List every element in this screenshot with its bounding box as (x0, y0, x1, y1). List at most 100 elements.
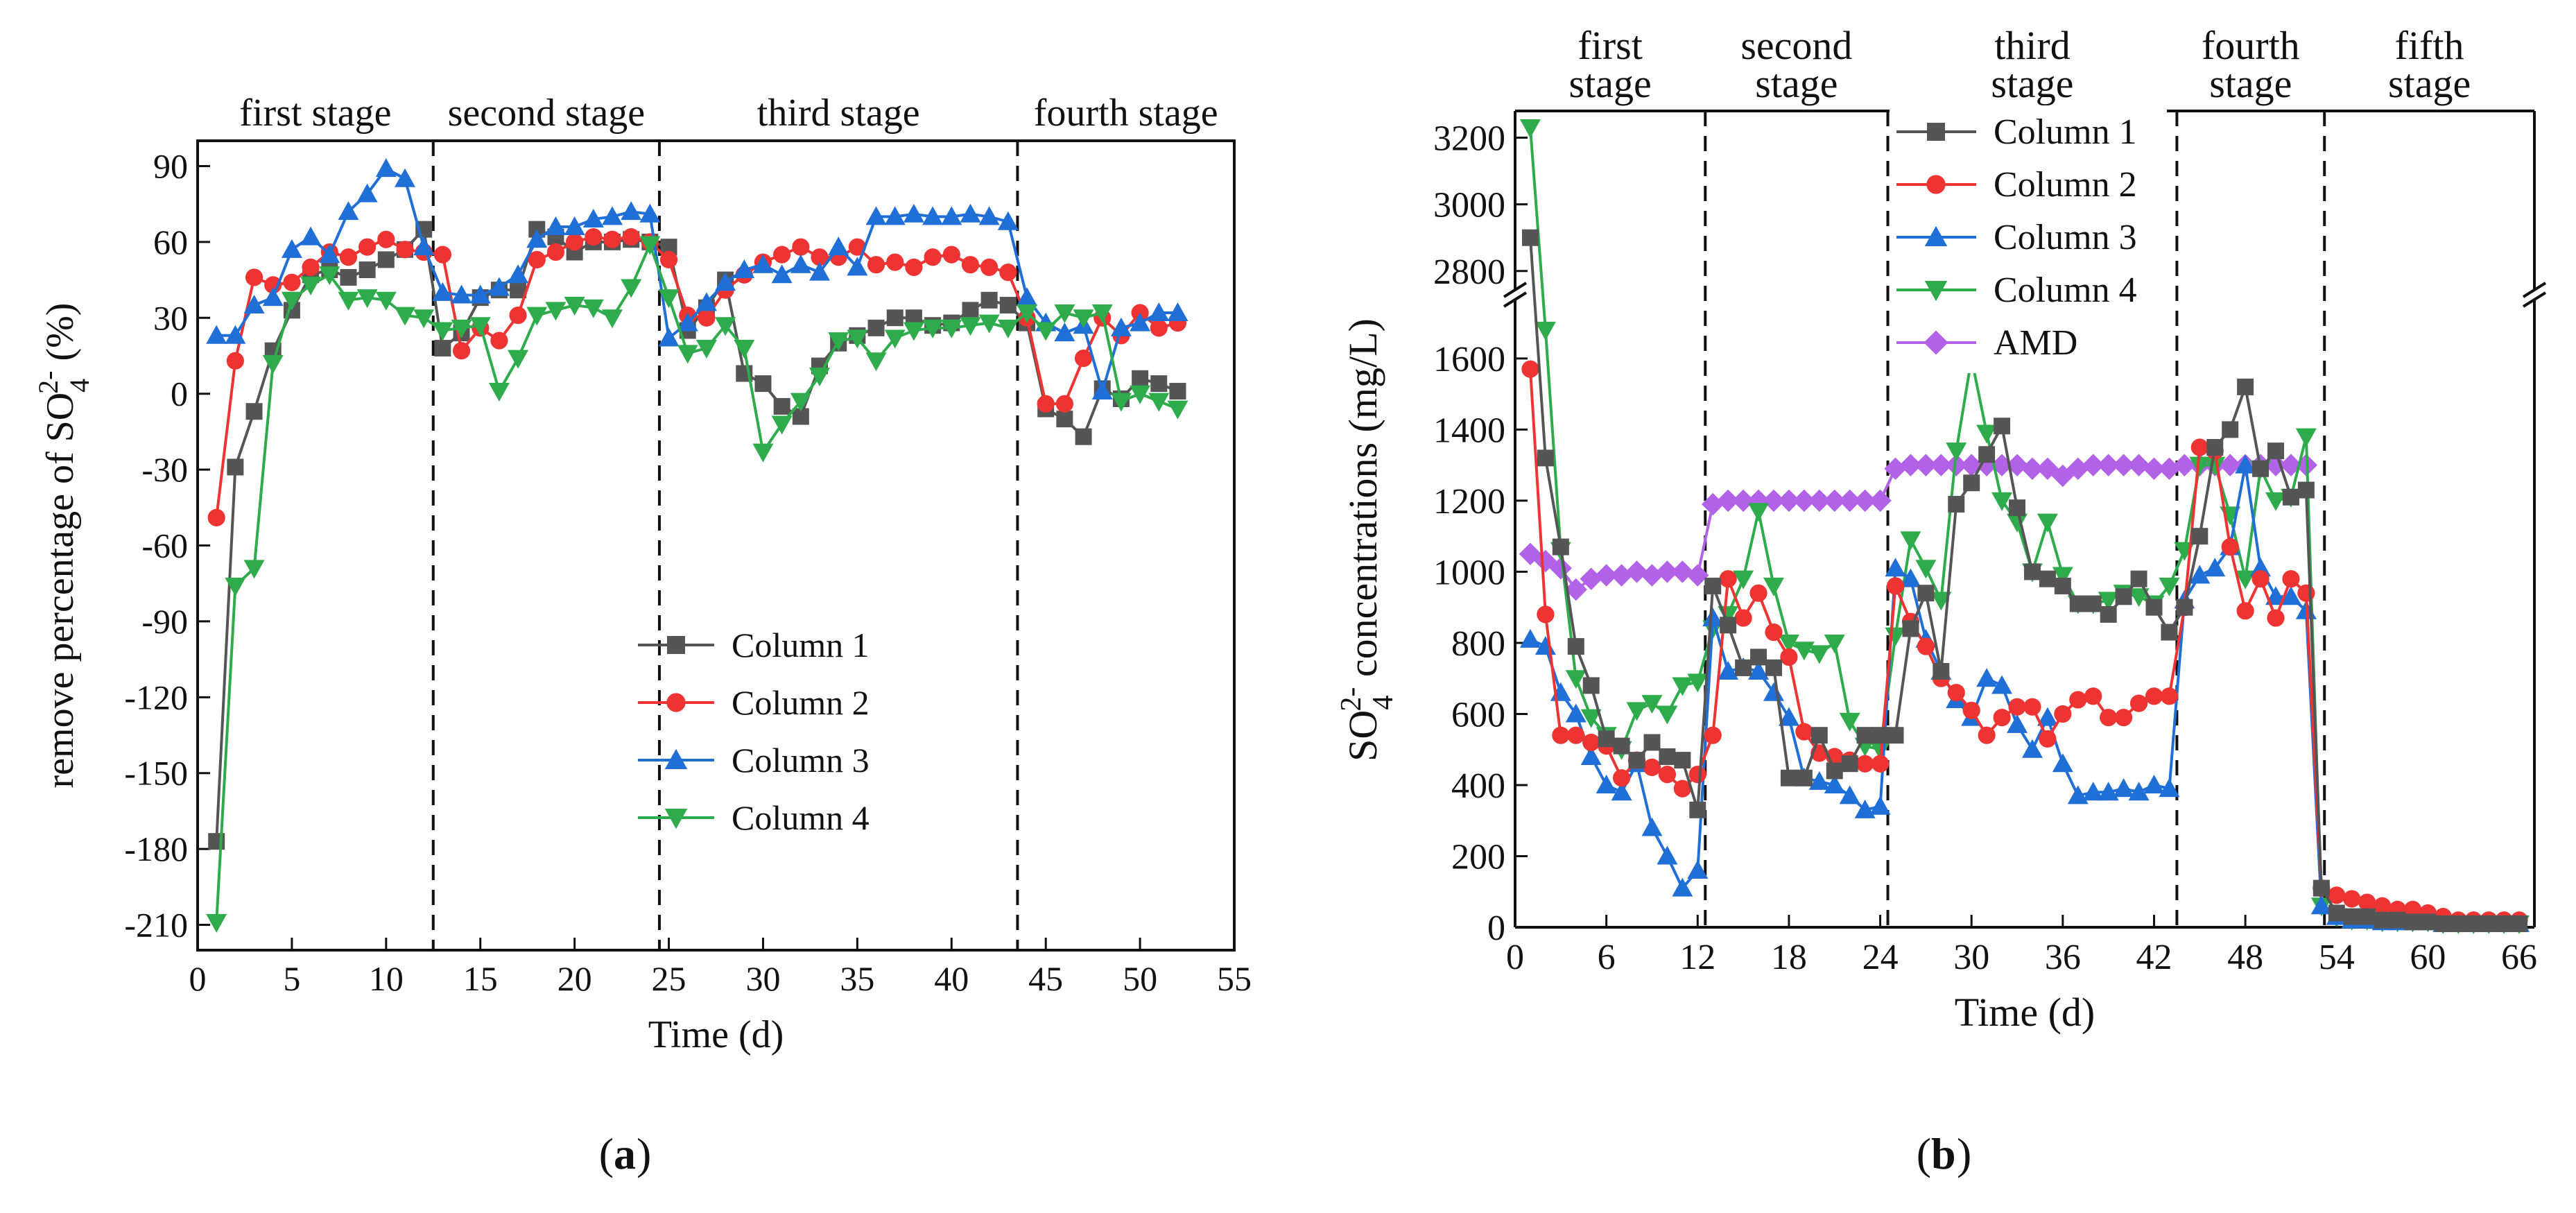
data-point-a-column-2 (566, 233, 584, 251)
data-point-b-column-3 (2310, 895, 2332, 915)
data-point-a-column-4 (1017, 304, 1037, 323)
stage-label-b: fifth (2395, 23, 2464, 68)
data-point-a-column-3 (262, 287, 284, 307)
data-point-b-column-4 (2295, 428, 2317, 447)
data-point-a-column-2 (773, 246, 791, 264)
data-point-b-column-1 (1674, 752, 1691, 769)
data-point-b-column-4 (1763, 577, 1784, 596)
data-point-a-column-1 (434, 340, 451, 357)
data-point-b-column-3 (1596, 774, 1617, 793)
data-point-b-column-3 (1824, 774, 1845, 793)
panel-label-paren-a: ) (637, 1129, 651, 1178)
data-point-a-column-3 (734, 259, 755, 278)
data-point-a-column-4 (677, 345, 698, 364)
y-tick-label-a: 0 (171, 375, 188, 413)
data-point-b-column-3 (2113, 778, 2134, 798)
legend-label-b: Column 2 (1994, 165, 2137, 205)
data-point-a-column-3 (922, 206, 944, 225)
data-point-a-column-4 (978, 314, 1000, 334)
legend-marker-a (664, 748, 688, 769)
data-point-b-column-2 (1704, 726, 1722, 744)
stage-label-a: third stage (757, 92, 920, 135)
legend-label-a: Column 2 (732, 683, 870, 722)
data-point-a-column-3 (997, 211, 1019, 230)
data-point-b-column-1 (1872, 727, 1889, 744)
data-point-a-column-3 (356, 183, 378, 203)
data-point-a-column-4 (1110, 393, 1132, 412)
legend-label-b: Column 4 (1994, 270, 2137, 310)
data-point-a-column-2 (792, 238, 810, 256)
data-point-b-amd (1519, 542, 1542, 565)
data-point-a-column-3 (771, 264, 793, 284)
data-point-b-amd (1869, 489, 1892, 513)
data-point-b-column-1 (2252, 460, 2270, 477)
data-point-b-column-2 (1749, 584, 1767, 602)
legend-label-a: Column 1 (732, 626, 870, 664)
data-point-b-amd (2143, 457, 2166, 480)
x-axis-title-b: Time (d) (1955, 990, 2095, 1035)
data-point-a-column-4 (545, 302, 567, 321)
data-point-a-column-4 (941, 319, 962, 338)
data-point-a-column-2 (283, 273, 301, 291)
data-point-b-column-2 (2358, 893, 2376, 911)
data-point-b-column-1 (2191, 528, 2208, 545)
data-point-b-amd (2158, 457, 2181, 480)
data-point-a-column-4 (262, 354, 284, 374)
data-point-b-column-2 (1521, 360, 1539, 378)
data-point-a-column-4 (564, 297, 585, 316)
data-point-b-column-2 (1567, 726, 1585, 744)
data-point-a-column-2 (811, 248, 829, 266)
y-tick-label-a: -90 (141, 602, 188, 641)
data-point-b-column-1 (1917, 585, 1935, 602)
y-tick-label-a: -210 (124, 906, 188, 945)
data-point-b-column-2 (2145, 687, 2163, 705)
data-point-b-column-2 (2100, 708, 2118, 727)
axis-break-mark-b (2522, 291, 2547, 308)
stage-label-a: first stage (239, 92, 391, 135)
x-tick-label-a: 40 (934, 959, 969, 998)
data-point-b-column-1 (1598, 730, 1615, 748)
data-point-b-amd (1945, 454, 1968, 476)
x-tick-label-b: 6 (1598, 938, 1616, 977)
data-point-b-column-2 (2115, 708, 2133, 727)
data-point-b-column-4 (1641, 695, 1663, 714)
data-point-a-column-2 (1074, 350, 1093, 368)
data-point-b-column-2 (1643, 758, 1661, 776)
data-point-b-column-1 (1765, 659, 1782, 676)
data-point-b-column-3 (2280, 586, 2301, 605)
data-point-b-column-1 (1887, 727, 1904, 744)
data-point-a-column-4 (243, 560, 265, 579)
data-point-a-column-4 (469, 317, 491, 336)
data-point-b-column-4 (1687, 673, 1709, 693)
panel-label-paren-b: ( (1917, 1129, 1931, 1178)
data-point-b-column-3 (1763, 682, 1784, 701)
y-axis-title-suffix-b: concentrations (mg/L) (1340, 318, 1385, 687)
data-point-a-column-3 (941, 206, 962, 225)
data-point-b-amd (2173, 454, 2196, 476)
data-point-a-column-4 (1035, 322, 1057, 341)
legend-marker-b (1926, 175, 1946, 194)
data-point-a-column-4 (903, 322, 924, 341)
data-point-b-amd (1641, 564, 1663, 587)
data-point-b-amd (2082, 454, 2104, 476)
data-point-b-amd (1838, 489, 1861, 513)
x-tick-label-a: 25 (652, 959, 686, 998)
y-axis-title-sup-a: 2- (33, 370, 64, 393)
data-point-a-column-2 (433, 246, 451, 264)
data-point-a-column-3 (451, 284, 472, 304)
data-point-a-column-2 (509, 307, 527, 325)
data-point-b-amd (1808, 489, 1831, 513)
data-point-b-column-3 (1976, 668, 1998, 687)
data-point-a-column-1 (1075, 428, 1092, 445)
data-point-a-column-3 (1130, 312, 1151, 332)
data-point-b-column-1 (1948, 496, 1965, 513)
data-point-b-column-1 (1856, 727, 1874, 744)
data-point-b-column-2 (2129, 694, 2148, 712)
data-point-b-amd (1595, 564, 1618, 587)
stage-label-b: second (1740, 23, 1852, 68)
data-point-b-amd (1731, 489, 1755, 513)
data-point-a-column-3 (206, 325, 227, 344)
data-point-b-column-3 (2098, 782, 2119, 801)
data-point-b-column-4 (1626, 702, 1648, 721)
